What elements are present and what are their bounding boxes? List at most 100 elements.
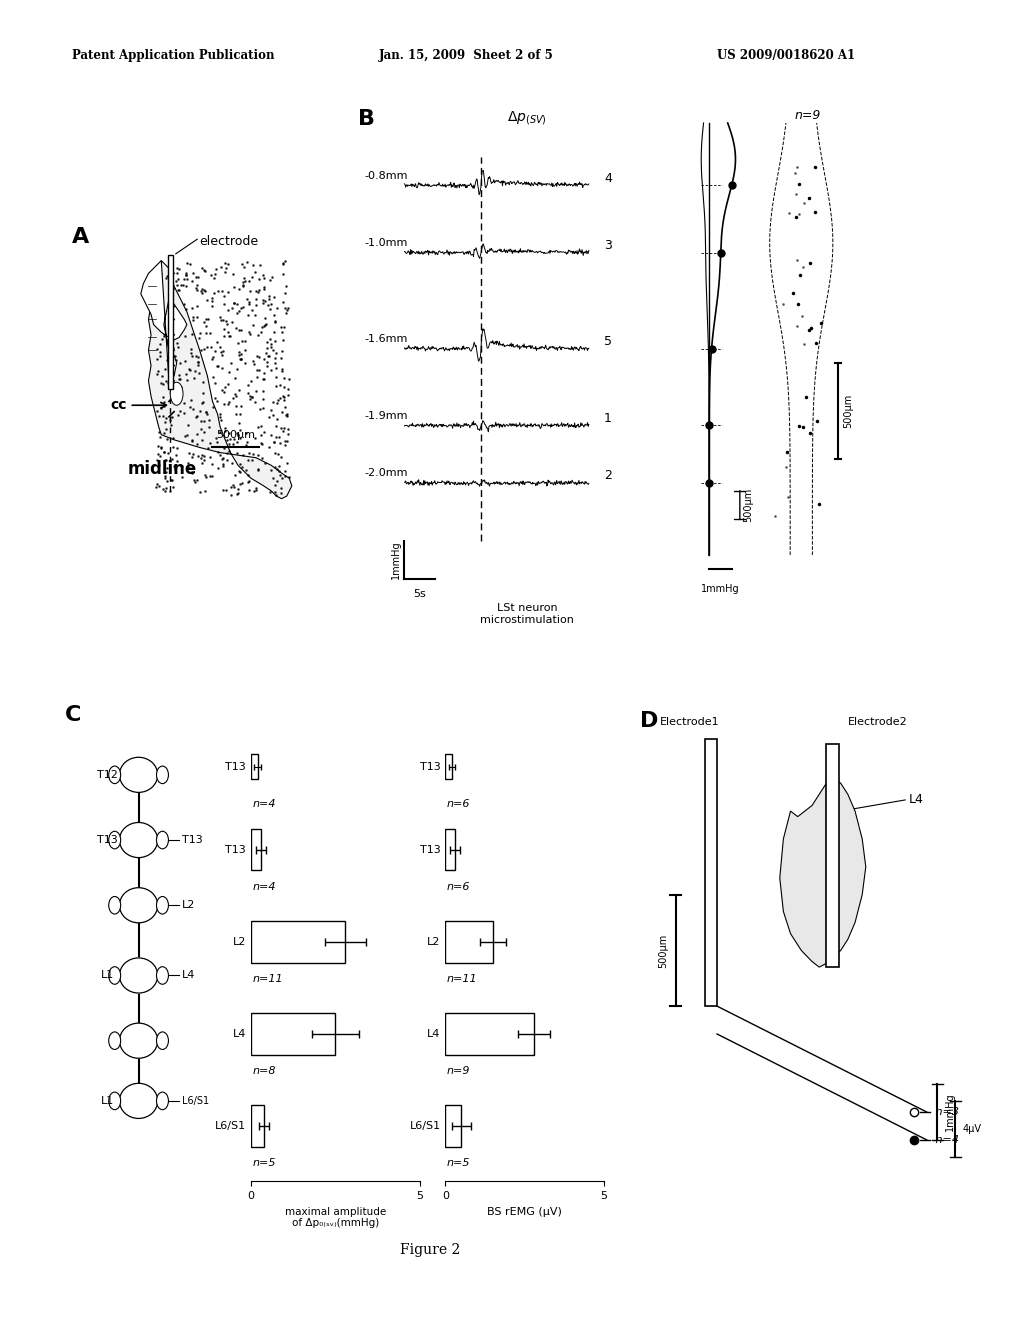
Text: -0.8mm: -0.8mm xyxy=(365,170,408,181)
Point xyxy=(276,461,293,482)
Point xyxy=(177,363,194,384)
Point xyxy=(229,333,246,354)
Point xyxy=(259,351,275,372)
Point xyxy=(161,251,177,272)
Point xyxy=(155,387,171,408)
Point xyxy=(204,348,220,370)
Point xyxy=(203,337,219,358)
Point xyxy=(200,337,216,358)
Point xyxy=(189,279,206,300)
Text: 500μm: 500μm xyxy=(843,393,853,428)
Point xyxy=(148,474,165,495)
Point xyxy=(237,271,253,292)
Point xyxy=(151,421,167,442)
Point xyxy=(210,280,226,301)
Point xyxy=(214,280,230,301)
Point xyxy=(225,428,242,449)
Point xyxy=(204,296,220,317)
Point xyxy=(264,404,281,425)
Point xyxy=(267,475,284,496)
Point xyxy=(196,421,212,442)
Point xyxy=(159,350,175,371)
Ellipse shape xyxy=(157,1032,168,1049)
Point xyxy=(197,480,213,502)
Point xyxy=(281,385,297,407)
Point xyxy=(268,426,285,447)
Point xyxy=(176,269,193,290)
Point xyxy=(230,483,247,504)
Point xyxy=(208,432,224,453)
Point xyxy=(179,453,196,474)
Bar xyxy=(445,754,452,779)
Point xyxy=(169,450,185,471)
Point xyxy=(208,428,224,449)
Point xyxy=(240,375,256,396)
Point xyxy=(152,426,168,447)
Point xyxy=(163,414,179,436)
Point xyxy=(205,366,221,387)
Point xyxy=(202,465,218,486)
Point xyxy=(228,358,245,379)
Point xyxy=(171,309,187,330)
Point xyxy=(250,417,266,438)
Point xyxy=(278,276,294,297)
Point xyxy=(197,446,213,467)
Text: L6/S1: L6/S1 xyxy=(410,1121,440,1131)
Point xyxy=(244,387,260,408)
Point xyxy=(187,267,204,288)
Bar xyxy=(445,829,455,870)
Point xyxy=(260,346,276,367)
Point xyxy=(267,444,284,465)
Point xyxy=(278,404,294,425)
Point xyxy=(159,265,175,286)
Point xyxy=(248,289,264,310)
Point xyxy=(276,418,293,440)
Point xyxy=(190,445,207,466)
Point xyxy=(155,478,171,499)
Point xyxy=(158,461,174,482)
Point xyxy=(273,417,290,438)
Point xyxy=(276,367,293,388)
Point xyxy=(271,426,288,447)
Point xyxy=(188,470,205,491)
Point xyxy=(164,334,180,355)
Point xyxy=(251,359,267,380)
Text: L4: L4 xyxy=(181,970,195,981)
Point xyxy=(151,436,167,457)
Text: n=9: n=9 xyxy=(794,108,820,121)
Point xyxy=(215,479,231,500)
Point xyxy=(188,407,205,428)
Point xyxy=(276,389,293,411)
Point xyxy=(228,293,245,314)
Point xyxy=(233,330,250,351)
Point xyxy=(241,479,257,500)
Point xyxy=(232,348,249,370)
Point xyxy=(221,360,238,381)
Text: C: C xyxy=(65,705,81,725)
Point xyxy=(212,337,228,358)
Point xyxy=(243,385,259,407)
Point xyxy=(274,263,291,284)
Point xyxy=(233,253,250,275)
Point xyxy=(170,269,186,290)
Point xyxy=(171,279,187,300)
Point xyxy=(261,436,278,457)
Point xyxy=(267,343,284,364)
Point xyxy=(212,403,228,424)
Point xyxy=(185,399,202,420)
Ellipse shape xyxy=(109,766,121,784)
Point xyxy=(273,401,290,422)
Point xyxy=(207,372,223,393)
Point xyxy=(240,432,256,453)
Point xyxy=(227,367,244,388)
Point xyxy=(268,408,285,429)
Point xyxy=(251,347,267,368)
Point xyxy=(158,407,174,428)
Point xyxy=(191,327,208,348)
Point xyxy=(236,256,252,277)
Point xyxy=(247,392,263,413)
Point xyxy=(153,372,169,393)
Point xyxy=(218,257,234,279)
Point xyxy=(186,367,203,388)
Point xyxy=(256,315,272,337)
